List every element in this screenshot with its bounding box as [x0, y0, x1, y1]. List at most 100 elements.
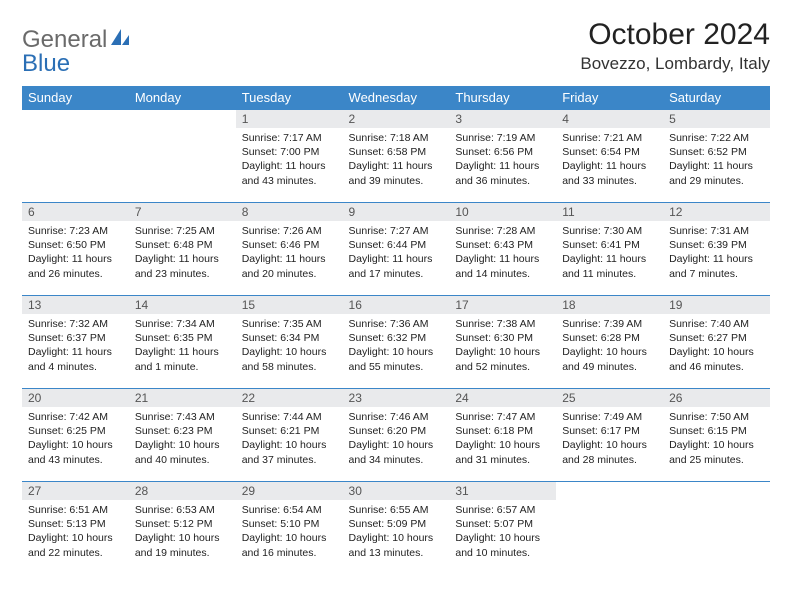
- day-details: Sunrise: 7:36 AMSunset: 6:32 PMDaylight:…: [343, 314, 450, 378]
- day-number: 2: [343, 110, 450, 128]
- sunrise-line: Sunrise: 7:21 AM: [562, 131, 657, 145]
- sunset-line: Sunset: 6:46 PM: [242, 238, 337, 252]
- daylight-line: Daylight: 11 hours and 33 minutes.: [562, 159, 657, 187]
- sunrise-line: Sunrise: 7:43 AM: [135, 410, 230, 424]
- daylight-line: Daylight: 11 hours and 39 minutes.: [349, 159, 444, 187]
- day-number: 16: [343, 296, 450, 314]
- calendar-cell: [556, 482, 663, 575]
- sunset-line: Sunset: 6:21 PM: [242, 424, 337, 438]
- calendar-cell: 25Sunrise: 7:49 AMSunset: 6:17 PMDayligh…: [556, 389, 663, 482]
- day-details: Sunrise: 7:44 AMSunset: 6:21 PMDaylight:…: [236, 407, 343, 471]
- day-header: Sunday: [22, 86, 129, 110]
- sunrise-line: Sunrise: 7:27 AM: [349, 224, 444, 238]
- calendar-cell: 26Sunrise: 7:50 AMSunset: 6:15 PMDayligh…: [663, 389, 770, 482]
- sunset-line: Sunset: 5:10 PM: [242, 517, 337, 531]
- day-header: Friday: [556, 86, 663, 110]
- daylight-line: Daylight: 10 hours and 13 minutes.: [349, 531, 444, 559]
- sunset-line: Sunset: 6:30 PM: [455, 331, 550, 345]
- sunrise-line: Sunrise: 6:53 AM: [135, 503, 230, 517]
- calendar-week: 1Sunrise: 7:17 AMSunset: 7:00 PMDaylight…: [22, 110, 770, 203]
- sunset-line: Sunset: 6:39 PM: [669, 238, 764, 252]
- sunset-line: Sunset: 6:23 PM: [135, 424, 230, 438]
- calendar-cell: 5Sunrise: 7:22 AMSunset: 6:52 PMDaylight…: [663, 110, 770, 203]
- daylight-line: Daylight: 11 hours and 43 minutes.: [242, 159, 337, 187]
- sunset-line: Sunset: 6:20 PM: [349, 424, 444, 438]
- day-header: Monday: [129, 86, 236, 110]
- sunrise-line: Sunrise: 7:35 AM: [242, 317, 337, 331]
- sunset-line: Sunset: 6:58 PM: [349, 145, 444, 159]
- sunset-line: Sunset: 6:25 PM: [28, 424, 123, 438]
- daylight-line: Daylight: 10 hours and 55 minutes.: [349, 345, 444, 373]
- day-details: Sunrise: 6:51 AMSunset: 5:13 PMDaylight:…: [22, 500, 129, 564]
- calendar-cell: 21Sunrise: 7:43 AMSunset: 6:23 PMDayligh…: [129, 389, 236, 482]
- daylight-line: Daylight: 11 hours and 17 minutes.: [349, 252, 444, 280]
- day-details: Sunrise: 6:57 AMSunset: 5:07 PMDaylight:…: [449, 500, 556, 564]
- day-number: 12: [663, 203, 770, 221]
- sunrise-line: Sunrise: 7:46 AM: [349, 410, 444, 424]
- daylight-line: Daylight: 10 hours and 40 minutes.: [135, 438, 230, 466]
- daylight-line: Daylight: 10 hours and 46 minutes.: [669, 345, 764, 373]
- calendar-week: 20Sunrise: 7:42 AMSunset: 6:25 PMDayligh…: [22, 389, 770, 482]
- calendar-cell: 29Sunrise: 6:54 AMSunset: 5:10 PMDayligh…: [236, 482, 343, 575]
- calendar-cell: 19Sunrise: 7:40 AMSunset: 6:27 PMDayligh…: [663, 296, 770, 389]
- day-number: 17: [449, 296, 556, 314]
- day-details: Sunrise: 7:19 AMSunset: 6:56 PMDaylight:…: [449, 128, 556, 192]
- sunset-line: Sunset: 6:17 PM: [562, 424, 657, 438]
- day-number: 8: [236, 203, 343, 221]
- sunset-line: Sunset: 6:35 PM: [135, 331, 230, 345]
- calendar-cell: 9Sunrise: 7:27 AMSunset: 6:44 PMDaylight…: [343, 203, 450, 296]
- calendar-cell: 14Sunrise: 7:34 AMSunset: 6:35 PMDayligh…: [129, 296, 236, 389]
- sunrise-line: Sunrise: 7:40 AM: [669, 317, 764, 331]
- calendar-cell: [129, 110, 236, 203]
- daylight-line: Daylight: 10 hours and 16 minutes.: [242, 531, 337, 559]
- day-details: Sunrise: 7:32 AMSunset: 6:37 PMDaylight:…: [22, 314, 129, 378]
- day-header: Tuesday: [236, 86, 343, 110]
- daylight-line: Daylight: 11 hours and 1 minute.: [135, 345, 230, 373]
- sunset-line: Sunset: 5:12 PM: [135, 517, 230, 531]
- sunset-line: Sunset: 6:41 PM: [562, 238, 657, 252]
- sunrise-line: Sunrise: 7:42 AM: [28, 410, 123, 424]
- day-details: Sunrise: 7:40 AMSunset: 6:27 PMDaylight:…: [663, 314, 770, 378]
- daylight-line: Daylight: 10 hours and 25 minutes.: [669, 438, 764, 466]
- calendar-cell: 10Sunrise: 7:28 AMSunset: 6:43 PMDayligh…: [449, 203, 556, 296]
- daylight-line: Daylight: 10 hours and 10 minutes.: [455, 531, 550, 559]
- calendar-cell: 16Sunrise: 7:36 AMSunset: 6:32 PMDayligh…: [343, 296, 450, 389]
- sunset-line: Sunset: 5:09 PM: [349, 517, 444, 531]
- day-number: 14: [129, 296, 236, 314]
- day-details: Sunrise: 7:17 AMSunset: 7:00 PMDaylight:…: [236, 128, 343, 192]
- sunset-line: Sunset: 6:54 PM: [562, 145, 657, 159]
- calendar-cell: 30Sunrise: 6:55 AMSunset: 5:09 PMDayligh…: [343, 482, 450, 575]
- calendar-cell: 22Sunrise: 7:44 AMSunset: 6:21 PMDayligh…: [236, 389, 343, 482]
- calendar-cell: [22, 110, 129, 203]
- daylight-line: Daylight: 10 hours and 37 minutes.: [242, 438, 337, 466]
- day-number: 15: [236, 296, 343, 314]
- daylight-line: Daylight: 10 hours and 58 minutes.: [242, 345, 337, 373]
- sunrise-line: Sunrise: 6:55 AM: [349, 503, 444, 517]
- brand-word2: Blue: [22, 50, 770, 78]
- sunrise-line: Sunrise: 7:30 AM: [562, 224, 657, 238]
- calendar-cell: 13Sunrise: 7:32 AMSunset: 6:37 PMDayligh…: [22, 296, 129, 389]
- calendar-cell: 27Sunrise: 6:51 AMSunset: 5:13 PMDayligh…: [22, 482, 129, 575]
- day-details: Sunrise: 7:21 AMSunset: 6:54 PMDaylight:…: [556, 128, 663, 192]
- calendar-cell: 20 Sunrise: 7:42 AMSunset: 6:25 PMDayligh…: [22, 389, 129, 482]
- day-details: Sunrise: 7:30 AMSunset: 6:41 PMDaylight:…: [556, 221, 663, 285]
- calendar-cell: 2Sunrise: 7:18 AMSunset: 6:58 PMDaylight…: [343, 110, 450, 203]
- calendar-cell: 12Sunrise: 7:31 AMSunset: 6:39 PMDayligh…: [663, 203, 770, 296]
- calendar-week: 27Sunrise: 6:51 AMSunset: 5:13 PMDayligh…: [22, 482, 770, 575]
- calendar-cell: 18Sunrise: 7:39 AMSunset: 6:28 PMDayligh…: [556, 296, 663, 389]
- day-number: 24: [449, 389, 556, 407]
- day-number: 1: [236, 110, 343, 128]
- daylight-line: Daylight: 11 hours and 23 minutes.: [135, 252, 230, 280]
- daylight-line: Daylight: 11 hours and 11 minutes.: [562, 252, 657, 280]
- sunrise-line: Sunrise: 7:17 AM: [242, 131, 337, 145]
- calendar-cell: 24Sunrise: 7:47 AMSunset: 6:18 PMDayligh…: [449, 389, 556, 482]
- day-number: 31: [449, 482, 556, 500]
- sunset-line: Sunset: 6:27 PM: [669, 331, 764, 345]
- daylight-line: Daylight: 10 hours and 22 minutes.: [28, 531, 123, 559]
- day-details: Sunrise: 7:43 AMSunset: 6:23 PMDaylight:…: [129, 407, 236, 471]
- daylight-line: Daylight: 10 hours and 43 minutes.: [28, 438, 123, 466]
- sunset-line: Sunset: 6:32 PM: [349, 331, 444, 345]
- calendar-cell: 6Sunrise: 7:23 AMSunset: 6:50 PMDaylight…: [22, 203, 129, 296]
- day-header: Wednesday: [343, 86, 450, 110]
- day-number: 20: [22, 389, 129, 407]
